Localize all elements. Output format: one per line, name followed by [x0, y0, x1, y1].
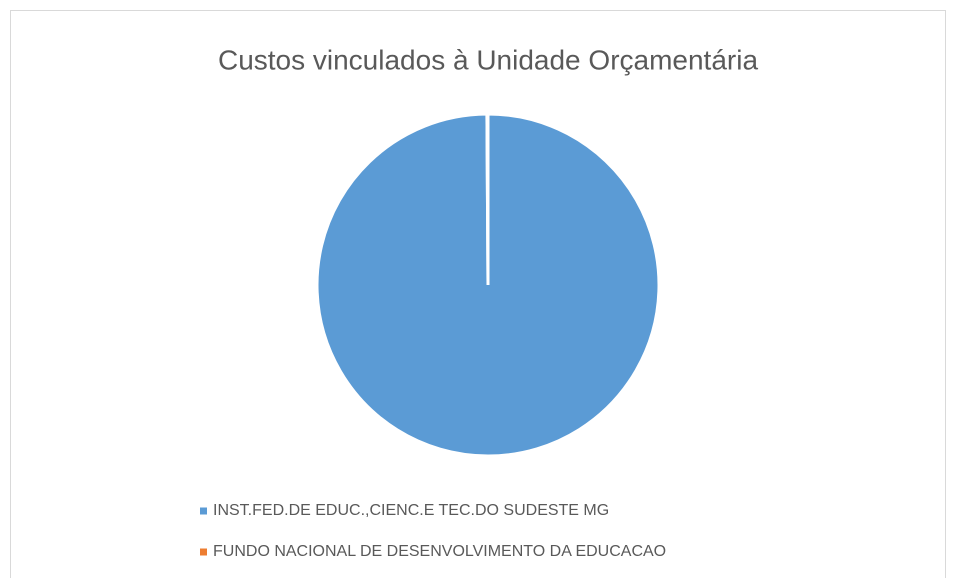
- pie-slice: [485, 112, 490, 286]
- legend-label: INST.FED.DE EDUC.,CIENC.E TEC.DO SUDESTE…: [213, 502, 609, 519]
- legend-label: FUNDO NACIONAL DE DESENVOLVIMENTO DA EDU…: [213, 543, 666, 560]
- chart-title: Custos vinculados à Unidade Orçamentária: [218, 44, 758, 75]
- legend-swatch: [200, 548, 207, 556]
- legend-swatch: [200, 507, 207, 515]
